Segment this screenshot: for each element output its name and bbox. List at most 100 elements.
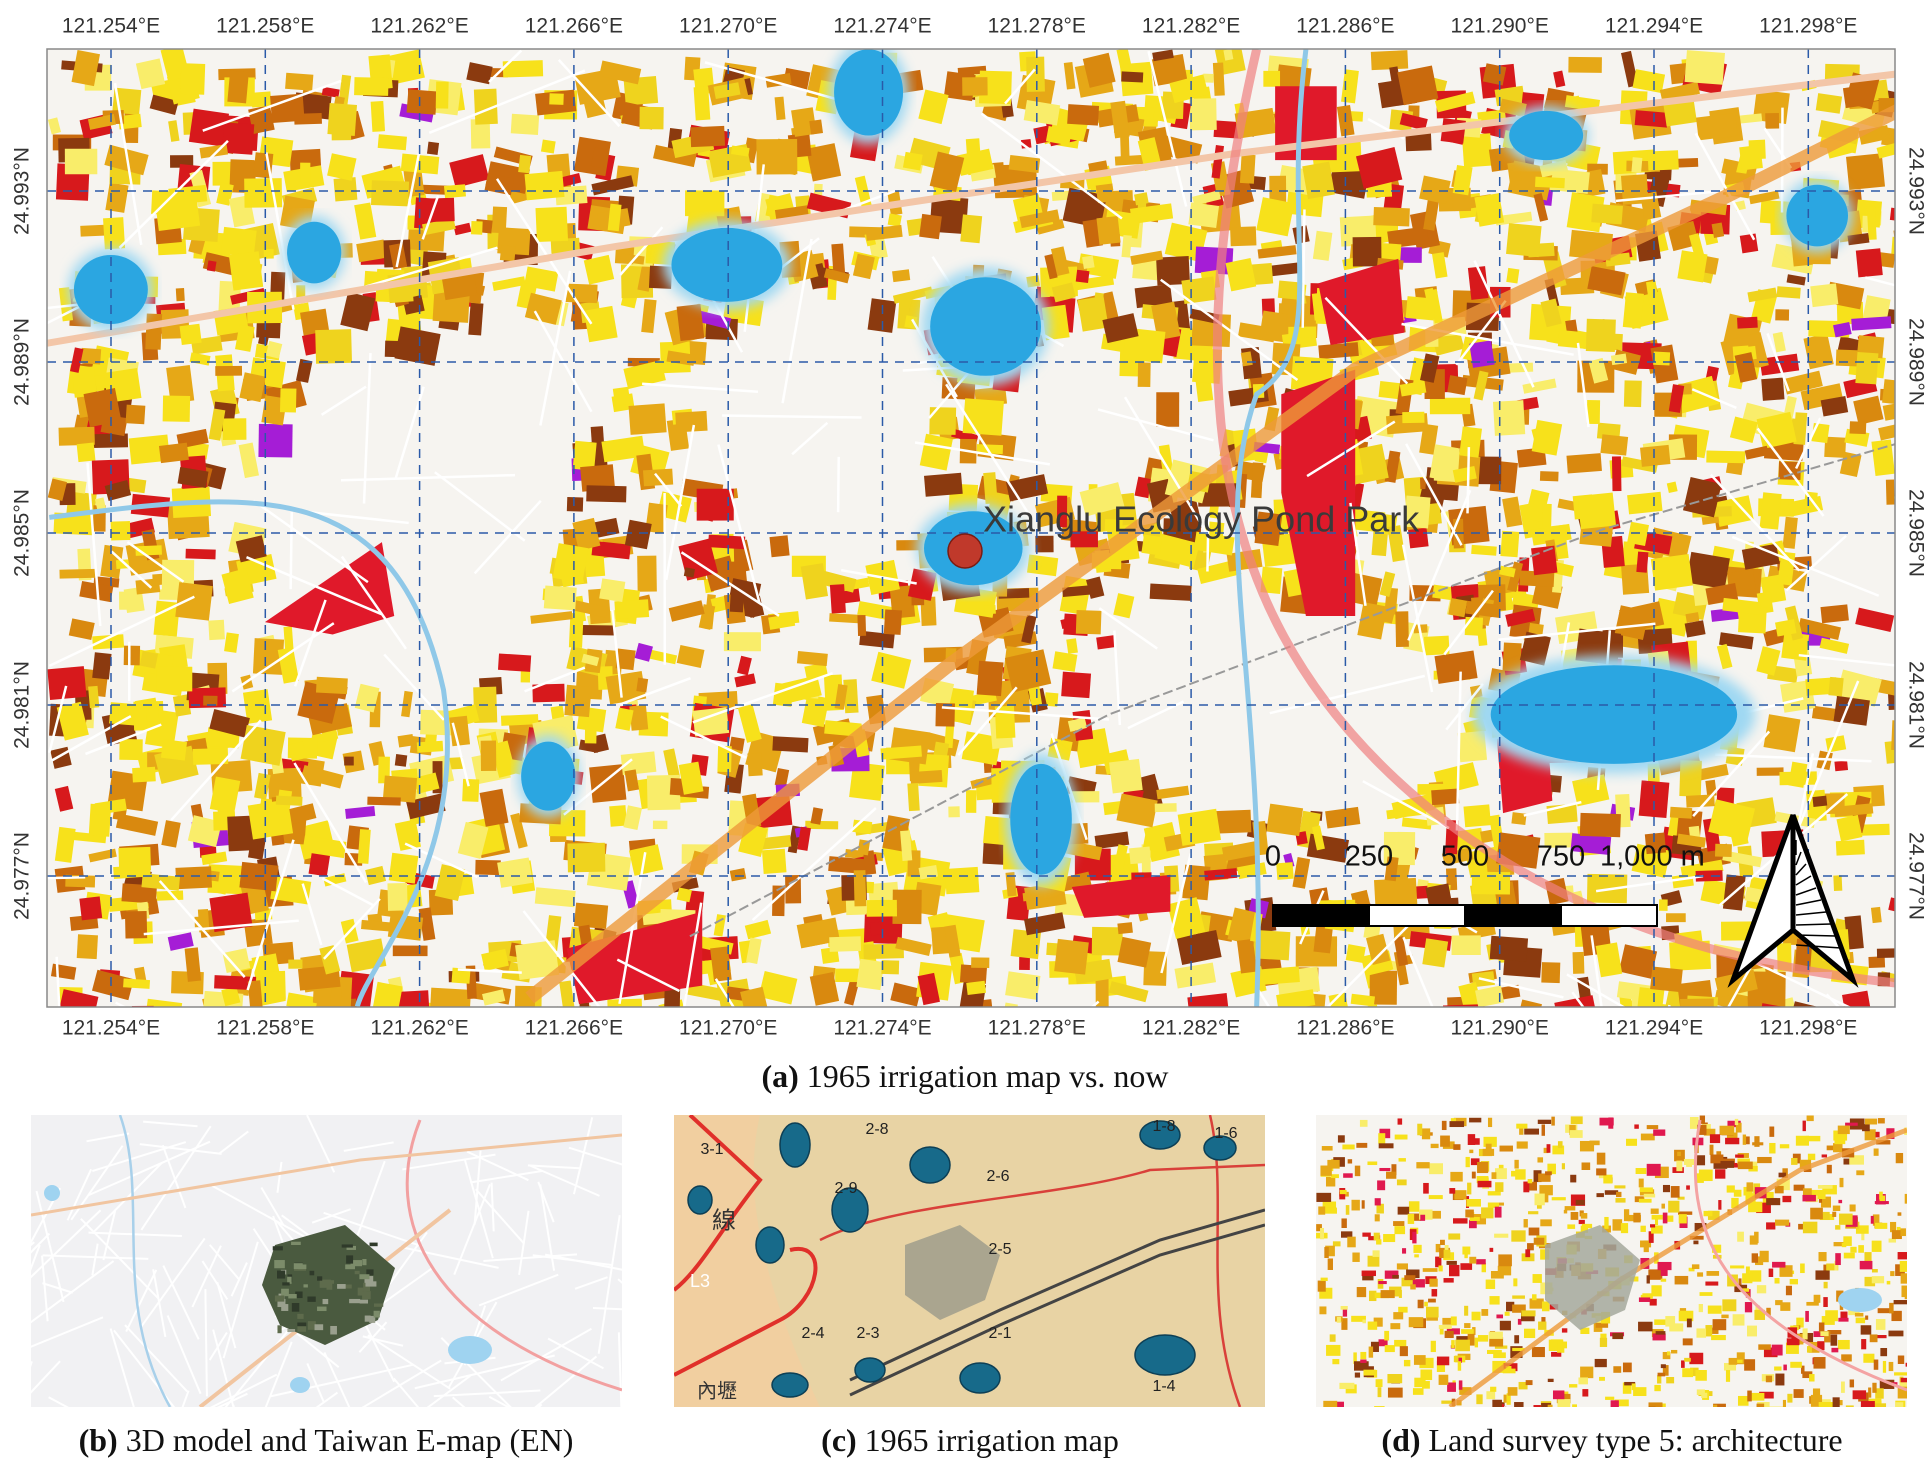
latitude-label: 24.993°N xyxy=(11,147,34,235)
pond xyxy=(910,1147,950,1183)
land-parcel xyxy=(1566,453,1601,473)
land-parcel xyxy=(1395,611,1409,647)
land-parcel xyxy=(1858,1245,1864,1253)
map-label: 線 xyxy=(712,1207,736,1234)
land-parcel xyxy=(1757,1404,1765,1412)
land-parcel xyxy=(1486,1280,1495,1289)
land-parcel xyxy=(1786,1286,1792,1295)
land-parcel xyxy=(1521,1310,1535,1316)
longitude-label: 121.286°E xyxy=(1296,1017,1394,1040)
land-parcel xyxy=(1720,1126,1735,1135)
land-parcel xyxy=(1605,1397,1614,1400)
land-parcel xyxy=(1591,204,1623,225)
land-parcel xyxy=(1876,1132,1880,1138)
land-parcel xyxy=(1727,1185,1735,1192)
land-parcel xyxy=(251,91,271,107)
land-parcel xyxy=(300,163,310,182)
land-parcel xyxy=(1535,1194,1545,1206)
land-parcel xyxy=(1791,1158,1797,1165)
land-parcel xyxy=(1623,292,1644,328)
land-parcel xyxy=(1774,1366,1781,1370)
pond-label: 2-3 xyxy=(856,1325,879,1342)
land-parcel xyxy=(1689,1353,1703,1364)
land-parcel xyxy=(1535,177,1565,189)
land-parcel xyxy=(1399,1290,1402,1298)
land-parcel xyxy=(1263,71,1280,87)
longitude-label: 121.286°E xyxy=(1296,15,1394,38)
land-parcel xyxy=(1526,1380,1533,1385)
land-parcel xyxy=(636,678,648,693)
land-parcel xyxy=(1525,1249,1530,1257)
land-parcel xyxy=(378,134,407,150)
land-parcel xyxy=(1700,1292,1713,1296)
land-parcel xyxy=(1251,462,1263,498)
land-parcel xyxy=(468,303,483,336)
land-parcel xyxy=(948,806,960,817)
land-parcel xyxy=(1448,1233,1460,1239)
latitude-label: 24.985°N xyxy=(1904,489,1927,577)
land-parcel xyxy=(694,86,711,120)
land-parcel xyxy=(1734,1190,1742,1197)
land-parcel xyxy=(1775,1374,1784,1386)
land-parcel xyxy=(1868,956,1885,968)
land-parcel xyxy=(1855,352,1878,384)
land-parcel xyxy=(1861,1325,1872,1334)
land-parcel xyxy=(1414,1355,1426,1365)
land-parcel xyxy=(1822,1154,1827,1157)
land-parcel xyxy=(1682,1368,1693,1377)
land-parcel xyxy=(1542,504,1552,529)
land-parcel xyxy=(1351,1200,1359,1211)
land-parcel xyxy=(1406,296,1436,320)
land-parcel xyxy=(1769,1143,1775,1154)
land-parcel xyxy=(1649,1407,1656,1412)
land-parcel xyxy=(1542,1301,1549,1311)
land-parcel xyxy=(1615,1198,1625,1203)
land-parcel xyxy=(1261,966,1300,984)
land-parcel xyxy=(1490,1248,1494,1252)
land-parcel xyxy=(1423,1183,1429,1194)
land-parcel xyxy=(1596,1323,1608,1328)
land-parcel xyxy=(1718,1200,1721,1210)
land-parcel xyxy=(1381,1290,1395,1298)
land-parcel xyxy=(881,960,899,974)
land-parcel xyxy=(1875,1201,1889,1204)
land-parcel xyxy=(1341,1306,1348,1310)
land-parcel xyxy=(1888,1331,1903,1337)
land-parcel xyxy=(241,725,286,766)
land-parcel xyxy=(1656,1331,1666,1335)
land-parcel xyxy=(675,411,707,432)
land-parcel xyxy=(227,71,249,104)
land-parcel xyxy=(1134,192,1149,205)
land-parcel xyxy=(1861,1339,1866,1349)
land-parcel xyxy=(1362,1200,1365,1208)
pond-label: 2-1 xyxy=(988,1325,1011,1342)
land-parcel xyxy=(1489,1332,1503,1339)
land-parcel xyxy=(1459,1380,1463,1389)
land-parcel xyxy=(65,149,97,175)
model-texture xyxy=(370,1243,378,1247)
land-parcel xyxy=(1552,1197,1566,1200)
land-parcel xyxy=(1490,1387,1496,1392)
land-parcel xyxy=(1790,1279,1798,1284)
land-parcel xyxy=(207,260,217,271)
land-parcel xyxy=(1447,1261,1457,1265)
land-parcel xyxy=(1661,1204,1664,1209)
land-parcel xyxy=(1115,155,1144,166)
model-texture xyxy=(337,1284,346,1289)
land-parcel xyxy=(1444,1250,1451,1258)
longitude-label: 121.298°E xyxy=(1759,15,1857,38)
land-parcel xyxy=(208,620,225,640)
latitude-label: 24.989°N xyxy=(11,318,34,406)
land-parcel xyxy=(1807,1346,1812,1353)
model-texture xyxy=(315,1324,324,1330)
land-parcel xyxy=(1379,381,1402,399)
land-parcel xyxy=(1360,1352,1366,1359)
caption: (a)1965 irrigation map vs. now xyxy=(761,1058,1168,1094)
land-parcel xyxy=(1404,1360,1410,1366)
land-parcel xyxy=(1733,1314,1745,1325)
land-parcel xyxy=(1898,1356,1904,1364)
land-parcel xyxy=(1447,375,1467,395)
land-parcel xyxy=(1874,1149,1879,1156)
land-parcel xyxy=(1493,400,1525,436)
land-parcel xyxy=(1580,1141,1594,1151)
